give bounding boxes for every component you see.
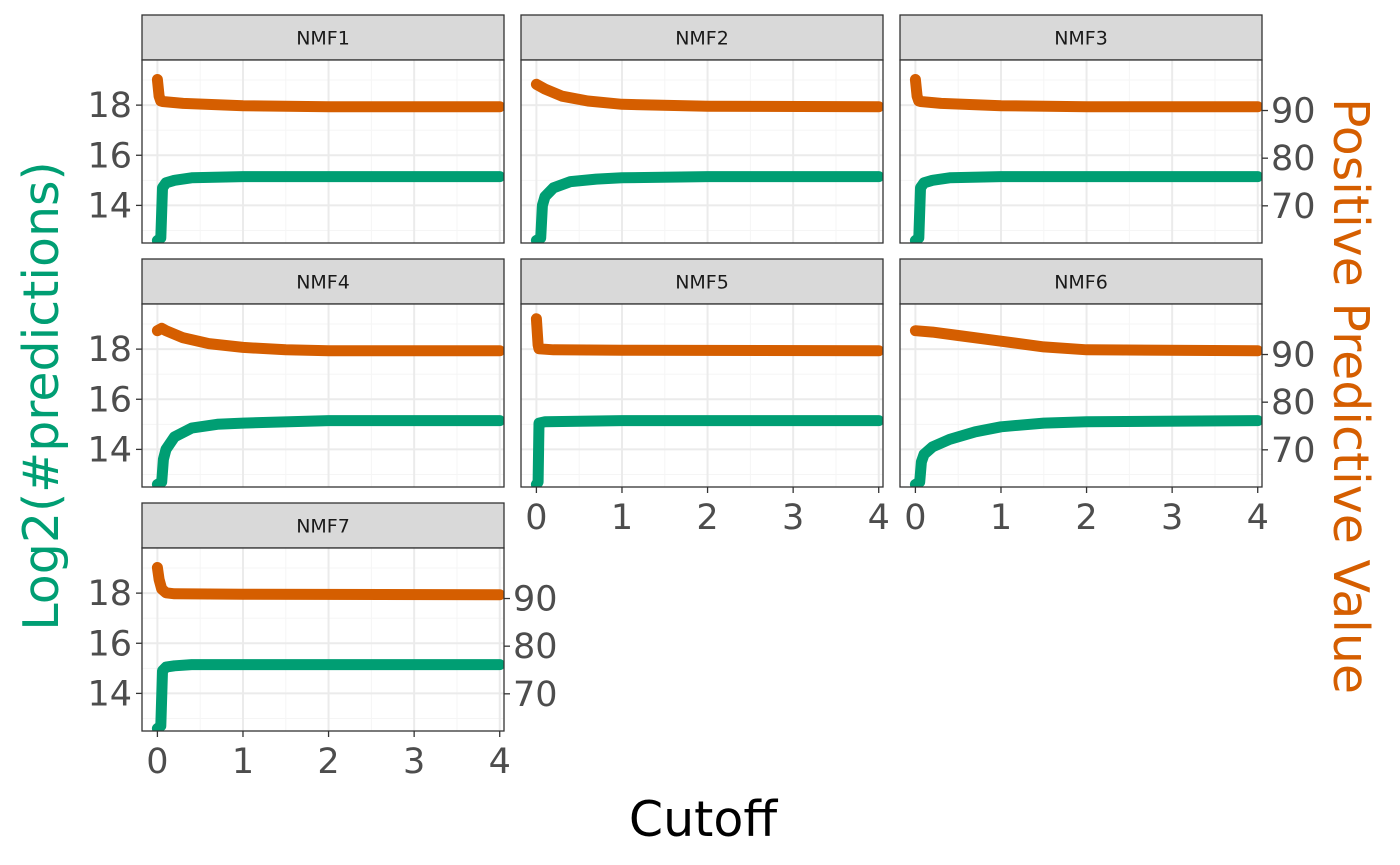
y-left-tick-label: 16 — [87, 380, 132, 420]
panel-border — [141, 303, 505, 488]
series-line-log2-predictions — [530, 415, 883, 487]
series-group — [530, 313, 883, 487]
y-right-tick-label: 70 — [513, 675, 558, 715]
y-right-tick-label: 80 — [513, 627, 558, 667]
x-tick-label: 0 — [146, 742, 168, 782]
facet-strip-label: NMF4 — [296, 272, 350, 294]
panel-nmf1: NMF1 14 16 18 — [87, 14, 505, 244]
y-right-tick-label: 80 — [1271, 139, 1316, 179]
facet-strip — [899, 258, 1263, 305]
facet-strip — [141, 14, 505, 61]
panel-background — [142, 60, 504, 243]
facet-strip-label: NMF3 — [1054, 28, 1108, 50]
panel-border — [520, 59, 884, 244]
panel-background — [521, 60, 883, 243]
panel-nmf3: NMF3 70 80 90 — [899, 14, 1316, 244]
panel-nmf5: NMF5 0 1 2 3 4 — [520, 258, 890, 538]
y-left-tick-label: 18 — [87, 330, 132, 370]
y-right-tick-label: 90 — [1271, 92, 1316, 132]
panel-background — [900, 60, 1262, 243]
x-tick-label: 2 — [1075, 498, 1097, 538]
panel-border — [141, 547, 505, 732]
y-left-tick-label: 14 — [87, 674, 132, 714]
y-axis-right-title: Positive Predictive Value — [1322, 98, 1379, 694]
series-line-log2-predictions — [530, 171, 883, 243]
y-left-tick-label: 16 — [87, 136, 132, 176]
y-left-tick-label: 14 — [87, 186, 132, 226]
panel-border — [899, 303, 1263, 488]
series-line-log2-predictions — [151, 171, 504, 243]
x-tick-label: 2 — [696, 498, 718, 538]
grid-lines — [142, 304, 504, 487]
x-tick-label: 4 — [489, 742, 511, 782]
series-group — [909, 74, 1262, 243]
panel-background — [142, 548, 504, 731]
panel-nmf4: NMF4 14 16 18 — [87, 258, 505, 488]
facet-strip-label: NMF6 — [1054, 272, 1108, 294]
x-tick-label: 4 — [1247, 498, 1269, 538]
y-right-tick-label: 80 — [1271, 383, 1316, 423]
facet-strip — [520, 14, 884, 61]
panel-border — [520, 303, 884, 488]
series-group — [909, 325, 1262, 487]
series-line-ppv — [151, 562, 504, 601]
facet-strip-label: NMF5 — [675, 272, 729, 294]
facet-strip-label: NMF1 — [296, 28, 350, 50]
series-line-log2-predictions — [151, 415, 504, 487]
series-line-ppv — [151, 74, 504, 113]
y-left-tick-label: 18 — [87, 574, 132, 614]
panel-background — [521, 304, 883, 487]
series-group — [151, 562, 504, 731]
panel-nmf6: NMF6 70 80 90 0 1 2 3 4 — [899, 258, 1316, 538]
y-left-tick-label: 14 — [87, 430, 132, 470]
panel-border — [899, 59, 1263, 244]
y-axis-left-title: Log2(#predictions) — [13, 161, 70, 630]
x-axis-title: Cutoff — [629, 791, 778, 848]
panel-nmf2: NMF2 — [520, 14, 884, 244]
series-line-ppv — [151, 322, 504, 357]
series-line-ppv — [909, 74, 1262, 113]
x-tick-label: 3 — [782, 498, 804, 538]
series-line-ppv — [909, 325, 1262, 357]
x-tick-label: 1 — [611, 498, 633, 538]
x-tick-label: 3 — [403, 742, 425, 782]
facet-strip — [141, 258, 505, 305]
x-tick-label: 2 — [317, 742, 339, 782]
x-tick-label: 0 — [525, 498, 547, 538]
facet-strip — [141, 502, 505, 549]
x-tick-label: 1 — [990, 498, 1012, 538]
facet-strip — [520, 258, 884, 305]
series-group — [151, 322, 504, 487]
series-line-ppv — [530, 313, 883, 357]
y-right-tick-label: 90 — [513, 580, 558, 620]
y-left-tick-label: 16 — [87, 624, 132, 664]
y-left-tick-label: 18 — [87, 86, 132, 126]
x-tick-label: 3 — [1161, 498, 1183, 538]
panel-nmf7: NMF7 14 16 18 70 80 90 0 1 2 3 4 — [87, 502, 558, 782]
panel-border — [141, 59, 505, 244]
y-right-tick-label: 70 — [1271, 431, 1316, 471]
facet-strip-label: NMF2 — [675, 28, 729, 50]
series-group — [151, 74, 504, 243]
series-line-log2-predictions — [909, 171, 1262, 243]
panel-background — [142, 304, 504, 487]
series-line-log2-predictions — [909, 415, 1262, 487]
series-line-ppv — [530, 78, 883, 113]
x-tick-label: 0 — [904, 498, 926, 538]
series-line-log2-predictions — [151, 659, 504, 731]
y-right-tick-label: 70 — [1271, 187, 1316, 227]
x-tick-label: 4 — [868, 498, 890, 538]
series-group — [530, 78, 883, 243]
x-tick-label: 1 — [232, 742, 254, 782]
y-right-tick-label: 90 — [1271, 336, 1316, 376]
facet-strip — [899, 14, 1263, 61]
facet-strip-label: NMF7 — [296, 516, 350, 538]
